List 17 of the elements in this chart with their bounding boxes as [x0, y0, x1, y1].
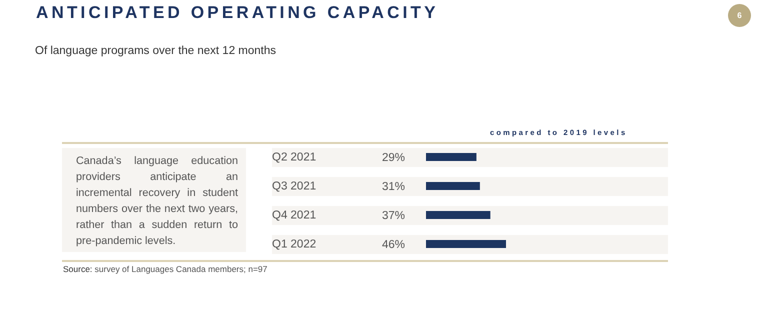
data-label: 31%	[382, 181, 406, 193]
text: Of language programs over the next 12 months	[35, 45, 276, 57]
text: 6	[728, 4, 751, 27]
source-note: Source: survey of Languages Canada members; n=97	[63, 264, 268, 274]
bar	[426, 211, 490, 219]
text: Canada’s language education providers anticipate an incremental recovery in student numbers over the next two years, rather than a sudden return to pre-pandemic levels.	[62, 148, 246, 252]
data-label: 29%	[382, 152, 406, 164]
data-label: 46%	[382, 239, 406, 251]
bar	[426, 182, 480, 190]
y-tick-label: Q3 2021	[272, 180, 316, 192]
bar	[426, 240, 506, 248]
data-label: 37%	[382, 210, 406, 222]
y-tick-label: Q2 2021	[272, 152, 316, 164]
y-tick-label: Q4 2021	[272, 210, 316, 222]
y-tick-label: Q1 2022	[272, 238, 316, 250]
bar	[426, 153, 476, 161]
text: ANTICIPATED OPERATING CAPACITY	[36, 3, 439, 23]
